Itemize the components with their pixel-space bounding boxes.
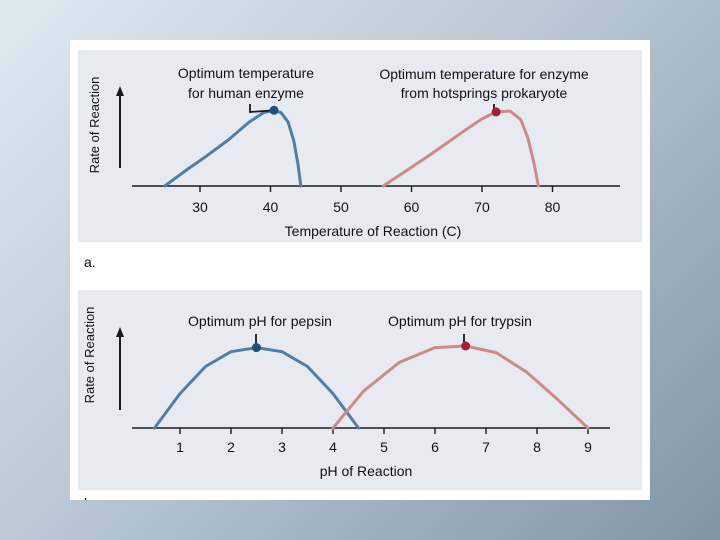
chart-a-optimum-dot-0 [269,105,279,115]
enzyme-rate-figure: Rate of Reaction 30 40 50 60 70 80 Temperatur… [78,50,642,511]
panel-label-a: a. [84,254,96,270]
chart-b-tick-label-6: 7 [482,439,490,455]
chart-a-background [78,50,642,242]
chart-a-ylabel: Rate of Reaction [87,77,102,174]
chart-a-annotation-0-leader [249,104,275,113]
chart-b-tick-label-5: 6 [431,439,439,455]
chart-a-annotation-1-line-0: Optimum temperature for enzyme [379,66,589,82]
chart-b-background [78,290,642,490]
chart-b-tick-label-3: 4 [329,439,337,455]
chart-ph: Rate of Reaction 1 2 3 4 5 6 7 8 9 pH of Reactio… [78,290,642,490]
chart-a-tick-label-1: 40 [263,199,279,215]
chart-temperature: Rate of Reaction 30 40 50 60 70 80 Temperatur… [78,50,642,242]
chart-a-tick-marks [199,186,554,192]
chart-a-tick-label-0: 30 [192,199,208,215]
chart-b-tick-label-2: 3 [278,439,286,455]
chart-b-optimum-dot-0 [252,343,261,353]
chart-a-annotation-0-line-0: Optimum temperature [178,65,314,81]
chart-a-optimum-dot-1 [491,107,501,117]
chart-b-y-arrowhead [116,327,124,337]
chart-b-annotation-1-line-0: Optimum pH for trypsin [388,313,532,329]
chart-b-xlabel: pH of Reaction [320,463,413,479]
chart-b-tick-label-0: 1 [176,439,184,455]
chart-a-tick-label-5: 80 [545,199,561,215]
chart-b-tick-label-8: 9 [584,439,592,455]
chart-b-tick-labels: 1 2 3 4 5 6 7 8 9 [176,439,592,455]
panel-label-b: b. [84,495,96,500]
figure-card: Rate of Reaction 30 40 50 60 70 80 Temperatur… [70,40,650,511]
chart-a-annotation-0-line-1: for human enzyme [188,85,304,101]
chart-b-tick-label-7: 8 [533,439,541,455]
chart-b-ylabel: Rate of Reaction [82,307,97,404]
chart-b-optimum-dots [252,341,471,353]
chart-a-xlabel: Temperature of Reaction (C) [285,223,462,239]
chart-a-tick-labels: 30 40 50 60 70 80 [192,199,560,215]
chart-a-tick-label-3: 60 [404,199,420,215]
chart-a-optimum-dots [269,105,501,117]
chart-a-tick-label-2: 50 [333,199,349,215]
chart-b-tick-marks [179,428,589,434]
chart-a-y-arrowhead [116,86,124,96]
chart-a-annotation-1-line-1: from hotsprings prokaryote [401,85,568,101]
chart-a-series-1-line [381,109,540,188]
chart-b-annotation-0-line-0: Optimum pH for pepsin [188,313,332,329]
chart-b-tick-label-1: 2 [227,439,235,455]
chart-b-tick-label-4: 5 [380,439,388,455]
chart-b-optimum-dot-1 [461,341,471,351]
chart-a-tick-label-4: 70 [474,199,490,215]
